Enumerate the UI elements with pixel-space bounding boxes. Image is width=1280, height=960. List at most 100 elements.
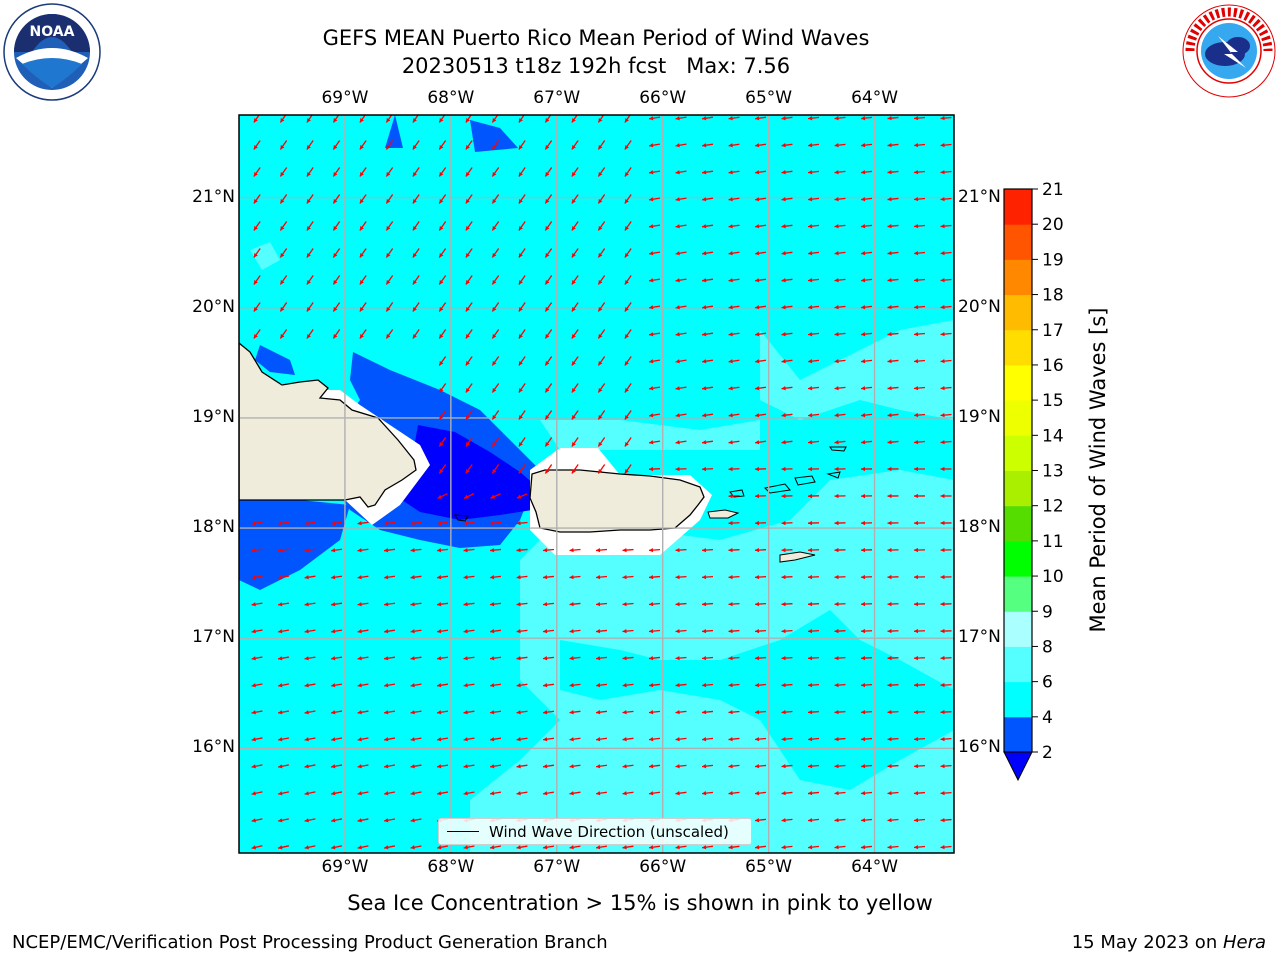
wave-direction-arrowhead: [914, 413, 919, 418]
wave-direction-arrowhead: [702, 386, 707, 391]
wave-direction-arrowhead: [306, 118, 311, 123]
wave-direction-arrowhead: [624, 118, 629, 123]
wave-direction-arrowhead: [333, 172, 338, 177]
wave-direction-arrowhead: [304, 737, 309, 742]
wave-direction-arrowhead: [834, 574, 839, 580]
wave-direction-arrowhead: [516, 737, 521, 742]
wave-direction-arrowhead: [861, 655, 866, 661]
wave-direction-arrowhead: [518, 253, 523, 258]
wave-direction-arrowhead: [781, 305, 786, 310]
lat-tick-label-left: 19°N: [192, 406, 235, 427]
wave-direction-arrowhead: [755, 818, 760, 823]
wave-direction-arrowhead: [357, 656, 362, 661]
wave-direction-arrowhead: [624, 172, 629, 177]
wave-direction-arrowhead: [598, 334, 603, 339]
wave-direction-arrowhead: [702, 737, 707, 742]
wave-direction-arrowhead: [728, 332, 733, 337]
wave-direction-arrowhead: [781, 413, 786, 418]
wave-direction-arrowhead: [728, 601, 733, 607]
wave-direction-arrowhead: [861, 359, 866, 364]
wave-direction-arrowhead: [914, 386, 919, 391]
wave-direction-arrowhead: [463, 845, 468, 850]
wave-direction-arrowhead: [437, 548, 442, 553]
wave-direction-arrowhead: [596, 629, 601, 634]
wave-direction-arrowhead: [278, 629, 283, 634]
wave-direction-arrowhead: [571, 280, 576, 285]
wave-direction-arrowhead: [410, 791, 415, 796]
wave-direction-arrowhead: [808, 845, 813, 850]
wave-direction-arrowhead: [649, 386, 654, 391]
wave-direction-arrowhead: [728, 547, 733, 553]
wave-direction-arrowhead: [569, 602, 574, 607]
wave-direction-arrowhead: [624, 307, 629, 312]
wave-direction-arrowhead: [755, 709, 760, 715]
wave-direction-arrowhead: [728, 574, 733, 580]
wave-direction-arrowhead: [465, 118, 470, 123]
wave-direction-arrowhead: [251, 656, 256, 661]
wave-direction-arrowhead: [331, 548, 336, 553]
wave-direction-arrowhead: [359, 118, 364, 123]
wave-direction-arrowhead: [887, 682, 892, 688]
wave-direction-arrowhead: [492, 388, 497, 393]
wave-direction-arrowhead: [304, 710, 309, 715]
wave-direction-arrowhead: [887, 736, 892, 742]
wave-direction-arrowhead: [887, 440, 892, 445]
wave-direction-arrowhead: [331, 818, 336, 823]
wave-direction-arrowhead: [781, 682, 786, 688]
colorbar-label: Mean Period of Wind Waves [s]: [1086, 307, 1110, 633]
wave-direction-arrowhead: [728, 710, 733, 715]
wave-direction-arrowhead: [781, 170, 786, 175]
wave-direction-arrowhead: [781, 440, 786, 445]
noaa-logo-text: NOAA: [30, 24, 75, 40]
wave-direction-arrowhead: [649, 628, 654, 634]
wave-direction-arrowhead: [808, 574, 813, 580]
organization-footer: NCEP/EMC/Verification Post Processing Pr…: [12, 932, 608, 953]
wave-direction-arrowhead: [914, 143, 919, 148]
wave-direction-arrowhead: [571, 469, 576, 474]
wave-direction-arrowhead: [386, 334, 391, 339]
map-title: GEFS MEAN Puerto Rico Mean Period of Win…: [322, 26, 870, 50]
wave-direction-arrowhead: [940, 412, 945, 418]
colorbar: 2 4 6 8 9 10 11 12 13 14 15 16 17 18 19 20 21: [1003, 180, 1064, 782]
colorbar-tick-label: 12: [1042, 497, 1064, 517]
wave-direction-arrowhead: [280, 118, 285, 123]
colorbar-under-triangle: [1003, 751, 1033, 782]
colorbar-tick-label: 4: [1042, 708, 1053, 728]
wave-direction-arrowhead: [331, 737, 336, 742]
wave-direction-arrowhead: [675, 359, 680, 364]
wave-direction-arrowhead: [728, 278, 733, 283]
wave-direction-arrowhead: [702, 413, 707, 418]
wave-direction-arrowhead: [675, 683, 680, 688]
wave-direction-arrowhead: [649, 170, 654, 175]
wave-direction-arrowhead: [702, 683, 707, 688]
wave-direction-arrowhead: [940, 736, 945, 742]
wave-direction-arrowhead: [596, 845, 601, 850]
wave-direction-arrowhead: [437, 764, 442, 769]
wave-direction-arrowhead: [278, 791, 283, 796]
wave-direction-arrowhead: [543, 737, 548, 742]
wave-direction-arrowhead: [331, 710, 336, 715]
wave-direction-arrowhead: [834, 197, 839, 202]
wave-direction-arrowhead: [940, 709, 945, 715]
wave-direction-arrowhead: [465, 226, 470, 231]
wave-direction-arrowhead: [622, 791, 627, 796]
wave-direction-arrowhead: [251, 548, 256, 553]
wave-direction-arrowhead: [781, 736, 786, 742]
wave-direction-arrowhead: [702, 305, 707, 310]
wave-direction-arrowhead: [914, 682, 919, 688]
wave-direction-arrowhead: [412, 280, 417, 285]
wave-direction-arrowhead: [887, 332, 892, 337]
wave-direction-arrowhead: [516, 656, 521, 661]
wave-direction-arrowhead: [492, 226, 497, 231]
wave-direction-arrowhead: [781, 116, 786, 121]
wave-direction-arrowhead: [598, 280, 603, 285]
wave-direction-arrowhead: [518, 280, 523, 285]
wave-direction-arrowhead: [887, 251, 892, 256]
wave-direction-arrowhead: [518, 442, 523, 447]
colorbar-segment: [1004, 470, 1032, 507]
wave-direction-arrowhead: [331, 629, 336, 634]
wave-direction-arrowhead: [545, 172, 550, 177]
colorbar-tick-label: 18: [1042, 286, 1064, 306]
wave-direction-arrowhead: [304, 629, 309, 634]
wave-direction-arrowhead: [518, 334, 523, 339]
